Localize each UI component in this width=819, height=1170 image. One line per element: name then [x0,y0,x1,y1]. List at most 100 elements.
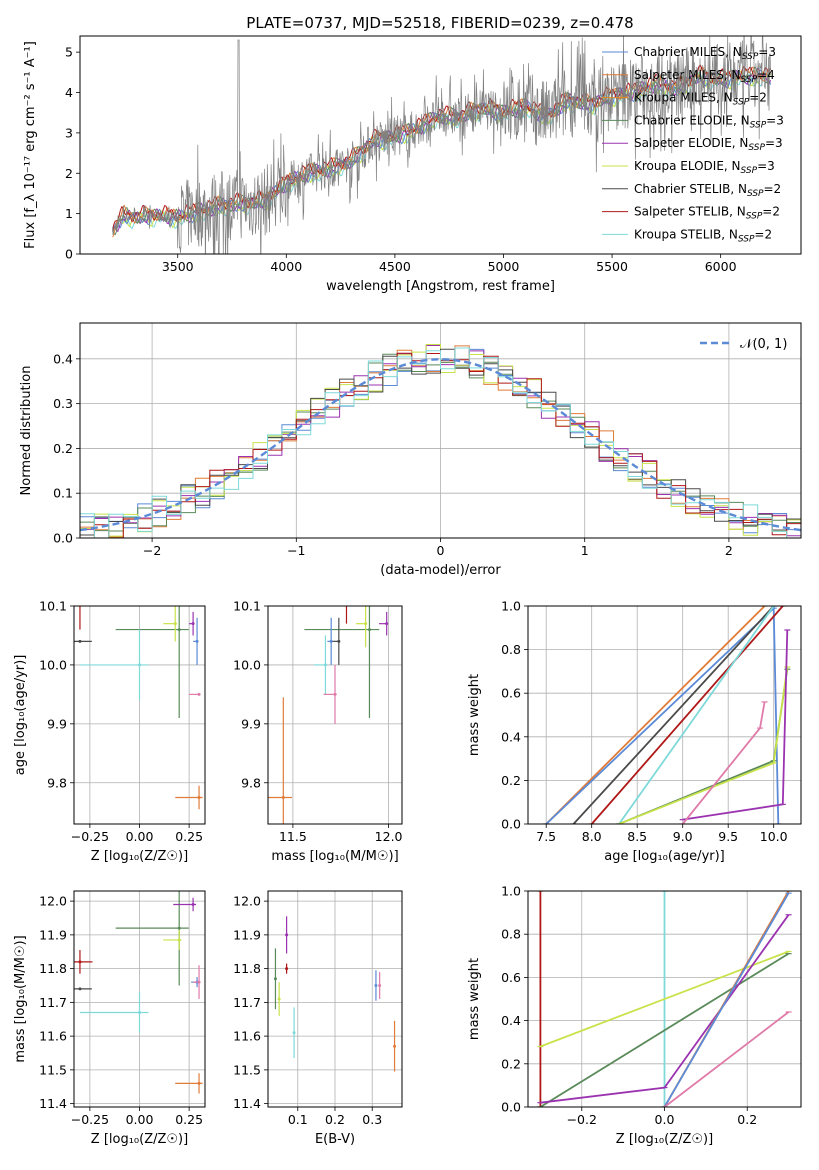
x-tick-label: 0.25 [175,829,203,844]
data-point [268,697,292,824]
point-marker [177,926,181,930]
data-point [74,987,92,991]
point-marker [277,997,281,1001]
x-axis-label: (data-model)/error [380,563,501,578]
data-point [79,992,149,1033]
y-axis-label: age [log₁₀(age/yr)] [13,655,28,776]
y-tick-label: 0.2 [53,441,73,456]
y-tick-label: 9.8 [241,775,261,790]
data-point [79,629,149,701]
x-tick-label: 10.0 [760,829,788,844]
data-point [115,891,189,986]
plot-area [74,599,203,810]
mass-weight-series [681,701,766,824]
data-point [74,639,92,643]
y-tick-label: 0.6 [501,686,521,701]
mass-weight-series [545,606,766,824]
point-marker [393,1044,397,1048]
y-tick-label: 9.8 [47,775,67,790]
residuals-panel: −2 −1 0 1 2 0.0 0.1 0.2 0.3 0.4 (data-model)/error… [19,322,802,578]
x-tick-label: 0.3 [362,1112,382,1127]
point-marker [197,1081,201,1085]
panels: 3500 4000 4500 5000 5500 6000 0 1 2 3 4 5 wavelength… [13,35,802,1147]
legend-entry: Salpeter STELIB, NSSP=2 [634,205,780,222]
x-tick-label: 2 [725,543,733,558]
normal-reference-curve [80,358,801,532]
data-point [273,948,277,1010]
histogram-step [80,347,801,538]
data-point [115,606,189,718]
axes-frame [267,605,403,825]
data-point [74,950,93,974]
y-tick-label: 0.4 [501,1013,521,1028]
x-tick-label: 11.5 [279,829,307,844]
x-tick-label: 0.0 [655,1112,675,1127]
axes-frame [527,605,802,825]
point-marker [281,795,285,799]
y-tick-label: 11.4 [233,1096,261,1111]
x-tick-label: 0.25 [175,1112,203,1127]
mass-weight-series [572,606,775,824]
point-marker [78,960,82,964]
point-marker [177,938,181,942]
figure-title: PLATE=0737, MJD=52518, FIBERID=0239, z=0… [246,14,633,32]
point-marker [78,599,81,602]
legend-entry: Salpeter ELODIE, NSSP=3 [634,136,783,153]
x-tick-label: 12.0 [375,829,403,844]
y-tick-label: 11.9 [39,927,67,942]
y-tick-label: 0.2 [501,1056,521,1071]
legend-entry: 𝒩(0, 1) [740,337,787,352]
y-tick-label: 5 [65,45,73,60]
x-tick-label: 4500 [379,259,411,274]
point-marker [191,622,195,626]
x-tick-label: 3500 [162,259,194,274]
point-marker [191,903,195,906]
y-tick-label: 0 [65,247,73,262]
plot-area [74,891,203,1094]
mass-vs-metallicity-panel: −0.25 0.00 0.25 11.4 11.5 11.6 11.7 11.8 11.9 12.… [13,890,206,1147]
legend-entry: Chabrier ELODIE, NSSP=3 [634,113,784,130]
data-point [323,664,337,724]
point-marker [197,692,201,696]
point-marker [195,639,199,643]
y-axis-label: mass [log₁₀(M/M☉)] [13,935,28,1062]
data-point [163,929,182,951]
y-tick-label: 0.6 [501,970,521,985]
y-tick-label: 0.0 [501,1100,521,1115]
mass-weight-series [591,606,784,824]
point-marker [364,622,368,626]
mass-weight-series [618,666,789,824]
data-point [313,635,328,695]
point-marker [329,639,333,643]
x-tick-label: 0.2 [325,1112,345,1127]
y-axis-label: mass weight [467,674,482,756]
x-tick-label: −0.25 [71,1112,109,1127]
point-marker [323,663,327,667]
y-tick-label: 0.4 [501,729,521,744]
y-tick-label: 11.6 [39,1029,67,1044]
x-tick-label: −0.25 [71,829,109,844]
y-tick-label: 10.0 [233,657,261,672]
legend-entry: Kroupa ELODIE, NSSP=3 [634,159,775,176]
data-point [379,611,389,636]
y-tick-label: 3 [65,125,73,140]
point-marker [385,622,389,626]
plot-area [273,916,397,1072]
y-tick-label: 4 [65,85,73,100]
y-tick-label: 2 [65,166,73,181]
y-tick-label: 11.7 [233,995,261,1010]
point-marker [337,639,341,643]
data-point [285,963,289,974]
x-tick-label: −1 [287,543,305,558]
x-tick-label: 0.1 [288,1112,308,1127]
model-spectrum-line [112,66,771,236]
x-tick-label: 0.00 [126,829,154,844]
y-tick-label: 9.9 [47,716,67,731]
y-tick-label: 11.8 [39,961,67,976]
x-axis-label: wavelength [Angstrom, rest frame] [326,279,555,294]
y-tick-label: 1.0 [501,599,521,614]
data-point [378,972,382,999]
legend-entry: Chabrier MILES, NSSP=3 [634,45,776,62]
y-axis-label: Normed distribution [19,366,34,496]
y-tick-label: 0.2 [501,773,521,788]
